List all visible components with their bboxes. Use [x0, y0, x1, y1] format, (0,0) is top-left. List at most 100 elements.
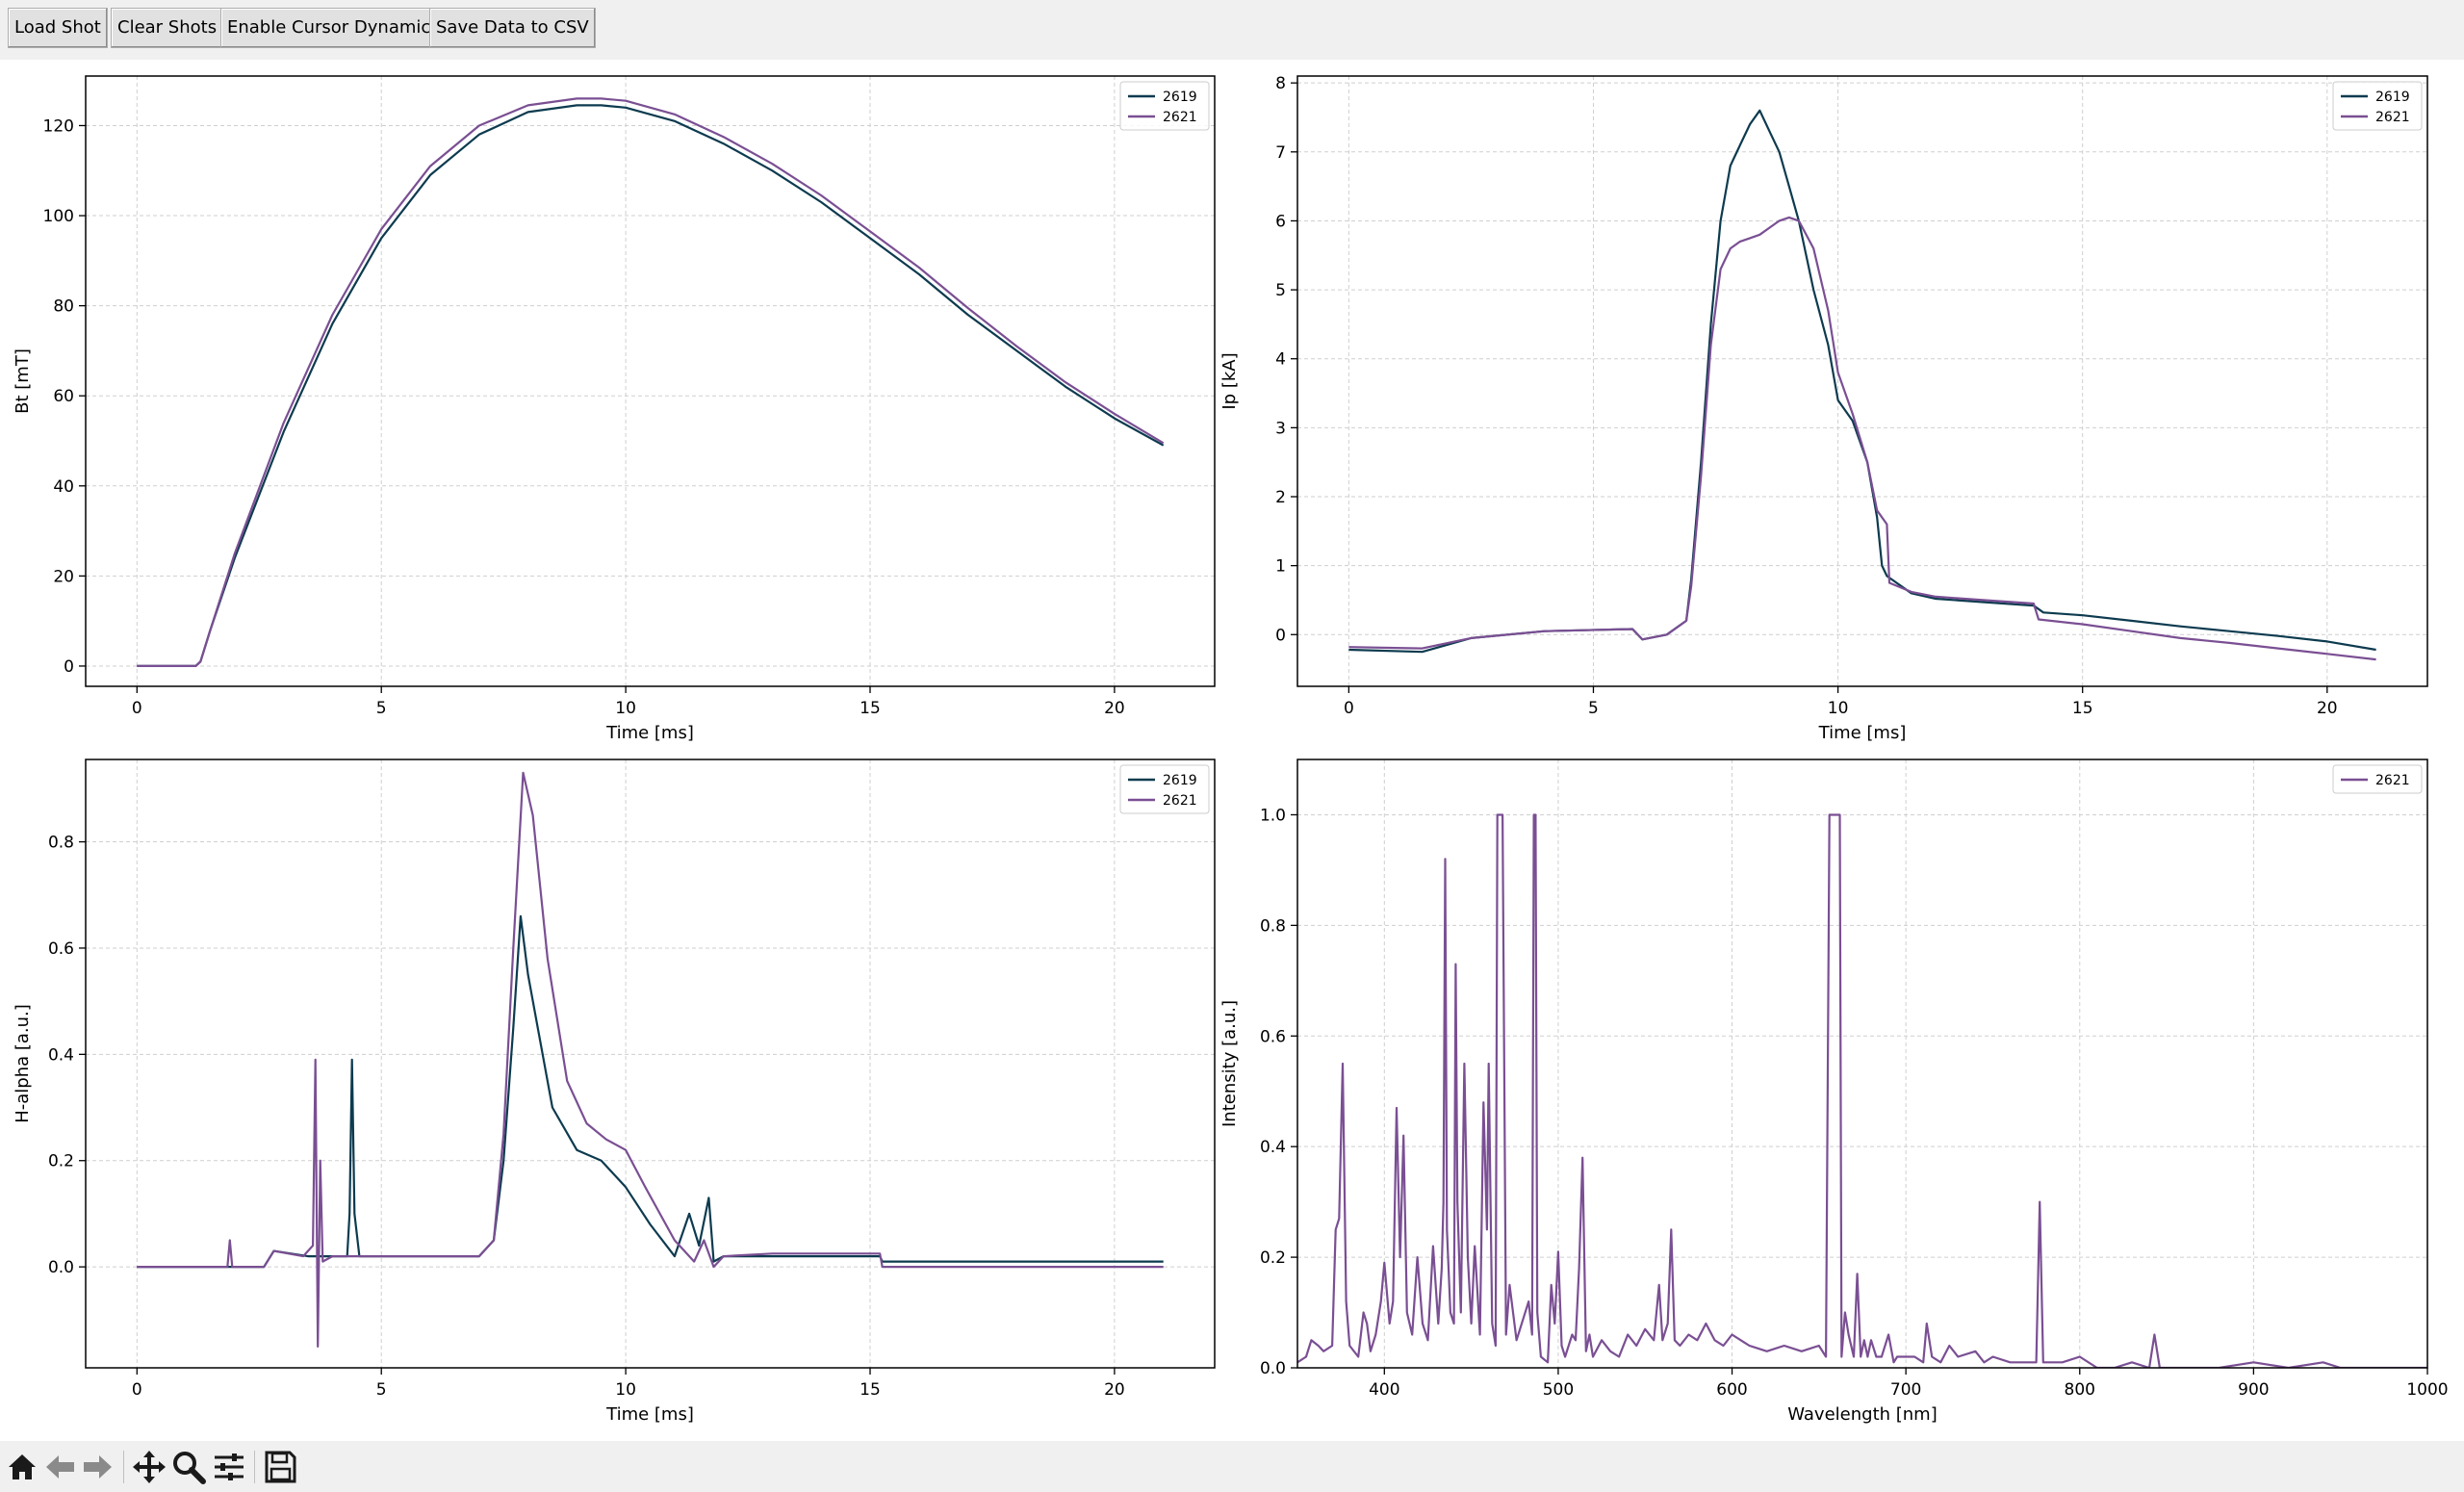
- toolbar-separator: [123, 1451, 124, 1483]
- legend-box: [1119, 81, 1210, 131]
- x-axis-label: Time [ms]: [1818, 723, 1907, 743]
- y-tick-label: 40: [53, 477, 74, 497]
- series-line-2621: [1297, 813, 2427, 1368]
- pan-move-icon[interactable]: [131, 1449, 167, 1485]
- subplot-1: 0 5 10 15 20 0 20 40 60 80 100 120 Time [ms] Bt [mT] 2…: [13, 75, 1216, 743]
- legend-label: 2619: [1163, 90, 1197, 105]
- x-tick-label: 5: [376, 1380, 387, 1400]
- y-tick-label: 7: [1275, 143, 1286, 163]
- legend-label: 2621: [2375, 773, 2410, 788]
- load-shot-button[interactable]: Load Shot: [8, 8, 108, 48]
- y-tick-label: 0.8: [1260, 916, 1286, 936]
- x-tick-label: 400: [1369, 1380, 1399, 1400]
- forward-arrow-icon[interactable]: [79, 1449, 116, 1485]
- save-floppy-icon[interactable]: [262, 1449, 298, 1485]
- y-tick-label: 80: [53, 297, 74, 317]
- axes-frame: [85, 759, 1216, 1369]
- legend-label: 2619: [1163, 773, 1197, 788]
- x-tick-label: 700: [1890, 1380, 1921, 1400]
- x-tick-label: 1000: [2406, 1380, 2448, 1400]
- y-tick-label: 0.6: [48, 939, 74, 959]
- y-tick-label: 0.4: [48, 1045, 74, 1065]
- back-arrow-icon[interactable]: [42, 1449, 79, 1485]
- top-toolbar: Load Shot Clear Shots Enable Cursor Dyna…: [0, 0, 2464, 61]
- save-data-to-csv-button[interactable]: Save Data to CSV: [429, 8, 596, 48]
- x-tick-label: 10: [1828, 699, 1849, 718]
- x-tick-label: 500: [1543, 1380, 1574, 1400]
- y-tick-label: 4: [1275, 350, 1286, 370]
- y-tick-label: 6: [1275, 212, 1286, 231]
- y-tick-label: 0.0: [48, 1258, 74, 1277]
- configure-subplots-icon[interactable]: [211, 1449, 247, 1485]
- legend-box: [2332, 81, 2423, 131]
- subplot-3: 0 5 10 15 20 0.0 0.2 0.4 0.6 0.8 Time [ms] H-alpha …: [13, 759, 1216, 1425]
- legend-label: 2621: [1163, 793, 1197, 809]
- y-tick-label: 1.0: [1260, 806, 1286, 825]
- axes-frame: [85, 75, 1216, 687]
- x-tick-label: 800: [2065, 1380, 2095, 1400]
- axes-frame: [1296, 75, 2428, 687]
- x-tick-label: 15: [2072, 699, 2093, 718]
- y-tick-label: 0.4: [1260, 1138, 1286, 1157]
- x-tick-label: 600: [1716, 1380, 1747, 1400]
- enable-cursor-dynamics-button[interactable]: Enable Cursor Dynamics: [220, 8, 447, 48]
- x-tick-label: 0: [1344, 699, 1354, 718]
- x-tick-label: 0: [132, 699, 142, 718]
- y-tick-label: 60: [53, 387, 74, 406]
- y-axis-label: Bt [mT]: [13, 348, 33, 414]
- y-tick-label: 100: [43, 207, 74, 226]
- toolbar-separator: [254, 1451, 255, 1483]
- y-tick-label: 2: [1275, 488, 1286, 507]
- series-line-2619: [137, 914, 1164, 1269]
- figure-canvas[interactable]: 0 5 10 15 20 0 20 40 60 80 100 120 Time [ms] Bt [mT] 2…: [0, 60, 2464, 1441]
- x-tick-label: 900: [2238, 1380, 2269, 1400]
- x-tick-label: 0: [132, 1380, 142, 1400]
- y-axis-label: Intensity [a.u.]: [1219, 1000, 1240, 1127]
- clear-shots-button[interactable]: Clear Shots: [111, 8, 224, 48]
- legend-label: 2619: [2375, 90, 2410, 105]
- x-tick-label: 20: [1104, 1380, 1125, 1400]
- y-tick-label: 0: [1275, 626, 1286, 645]
- y-tick-label: 0.2: [1260, 1248, 1286, 1268]
- subplot-4: 400 500 600 700 800 900 1000 0.0 0.2 0.4 0.6 0.8 1.0…: [1219, 759, 2449, 1425]
- y-tick-label: 120: [43, 116, 74, 136]
- legend-box: [1119, 764, 1210, 814]
- y-tick-label: 8: [1275, 74, 1286, 93]
- legend-label: 2621: [1163, 110, 1197, 125]
- x-tick-label: 10: [615, 1380, 636, 1400]
- series-line-2621: [137, 771, 1164, 1348]
- navigation-toolbar: [0, 1441, 2464, 1492]
- y-tick-label: 0.2: [48, 1152, 74, 1171]
- y-axis-label: H-alpha [a.u.]: [13, 1004, 33, 1123]
- y-tick-label: 1: [1275, 557, 1286, 577]
- axes-frame: [1296, 759, 2428, 1369]
- y-tick-label: 20: [53, 567, 74, 586]
- series-line-2619: [137, 104, 1165, 667]
- y-tick-label: 0.6: [1260, 1027, 1286, 1046]
- y-axis-label: Ip [kA]: [1219, 352, 1240, 409]
- x-axis-label: Time [ms]: [605, 723, 694, 743]
- x-tick-label: 10: [615, 699, 636, 718]
- x-tick-label: 15: [860, 1380, 881, 1400]
- legend-label: 2621: [2375, 110, 2410, 125]
- x-axis-label: Wavelength [nm]: [1787, 1404, 1938, 1425]
- zoom-magnifier-icon[interactable]: [170, 1449, 207, 1485]
- series-line-2621: [1348, 216, 2376, 661]
- x-axis-label: Time [ms]: [605, 1404, 694, 1425]
- x-tick-label: 20: [2317, 699, 2338, 718]
- series-line-2621: [137, 97, 1165, 667]
- x-tick-label: 5: [1588, 699, 1599, 718]
- subplot-2: 0 5 10 15 20 0 1 2 3 4 5 6 7 8 Time [ms] Ip [kA] 2619 262…: [1219, 74, 2428, 743]
- y-tick-label: 3: [1275, 419, 1286, 438]
- y-tick-label: 0: [64, 657, 74, 677]
- series-line-2619: [1348, 109, 2376, 654]
- home-icon[interactable]: [4, 1449, 40, 1485]
- x-tick-label: 20: [1104, 699, 1125, 718]
- y-tick-label: 5: [1275, 281, 1286, 300]
- legend-box: [2332, 764, 2423, 794]
- y-tick-label: 0.0: [1260, 1359, 1286, 1378]
- x-tick-label: 15: [860, 699, 881, 718]
- y-tick-label: 0.8: [48, 834, 74, 853]
- x-tick-label: 5: [376, 699, 387, 718]
